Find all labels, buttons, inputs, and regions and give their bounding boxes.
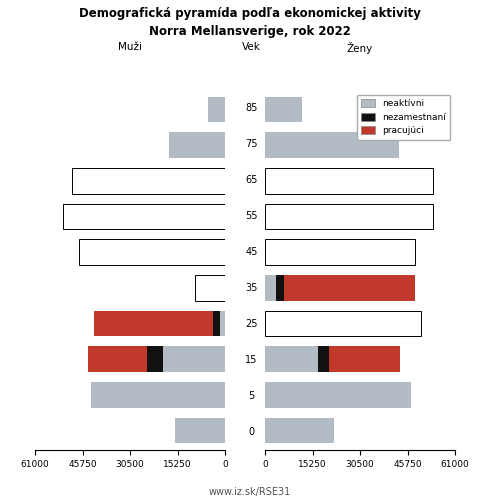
Bar <box>284 275 414 300</box>
Text: 85: 85 <box>246 103 258 113</box>
Bar <box>265 346 318 372</box>
Text: 55: 55 <box>245 211 258 221</box>
Bar <box>265 418 334 443</box>
Bar <box>91 382 225 407</box>
Bar <box>212 310 220 336</box>
Text: 0: 0 <box>248 427 254 437</box>
Bar <box>175 418 225 443</box>
Text: 65: 65 <box>246 175 258 185</box>
Text: 75: 75 <box>245 139 258 149</box>
Bar <box>276 275 283 300</box>
Bar <box>88 346 147 372</box>
Bar <box>94 310 212 336</box>
Bar <box>265 204 433 230</box>
Text: 35: 35 <box>246 283 258 293</box>
Text: Ženy: Ženy <box>347 42 373 54</box>
Bar <box>78 240 225 265</box>
Bar <box>318 346 329 372</box>
Text: Norra Mellansverige, rok 2022: Norra Mellansverige, rok 2022 <box>149 25 351 38</box>
Text: 45: 45 <box>246 247 258 257</box>
Bar <box>196 275 225 300</box>
Bar <box>265 97 302 122</box>
Text: Vek: Vek <box>242 42 261 52</box>
Text: Demografická pyramída podľa ekonomickej aktivity: Demografická pyramída podľa ekonomickej … <box>79 8 421 20</box>
Bar <box>329 346 400 372</box>
Legend: neaktívni, nezamestnaní, pracujúci: neaktívni, nezamestnaní, pracujúci <box>357 94 450 140</box>
Bar <box>162 346 225 372</box>
Bar <box>63 204 225 230</box>
Bar <box>265 240 414 265</box>
Bar <box>265 275 276 300</box>
Text: Muži: Muži <box>118 42 142 52</box>
Bar <box>169 132 225 158</box>
Bar <box>208 97 225 122</box>
Text: www.iz.sk/RSE31: www.iz.sk/RSE31 <box>209 488 291 498</box>
Bar <box>265 132 399 158</box>
Bar <box>265 382 412 407</box>
Text: 15: 15 <box>246 355 258 365</box>
Text: 5: 5 <box>248 391 254 401</box>
Bar <box>72 168 225 194</box>
Bar <box>265 168 433 194</box>
Bar <box>265 310 420 336</box>
Bar <box>220 310 225 336</box>
Text: 25: 25 <box>245 319 258 329</box>
Bar <box>147 346 162 372</box>
